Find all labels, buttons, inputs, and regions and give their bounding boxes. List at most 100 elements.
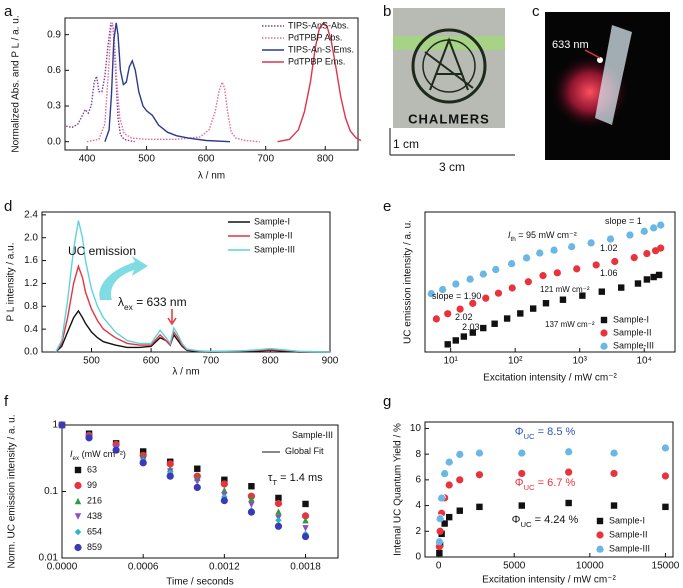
marker [606,234,615,244]
annotation-sub: UC [524,432,536,441]
marker [625,230,635,239]
legend-label: TIPS-An-S Ems. [288,44,354,54]
legend-label: PdTPBP Ems. [288,56,345,66]
x-tick-label: 700 [257,154,274,165]
x-tick-label: 800 [262,356,279,367]
y-tick-label: 0.6 [47,65,61,76]
y-tick-label: 2 [415,526,421,537]
marker [248,495,255,502]
panel-label: a [4,3,13,20]
annotation-text: = 4.24 % [532,514,579,526]
y-axis-label: P L intensity / a.u. [6,243,17,322]
marker [248,483,255,490]
marker [441,520,448,527]
marker [517,310,524,317]
x-tick-label: 10¹ [443,356,458,367]
y-tick-label: 8 [415,449,421,460]
marker [491,320,498,327]
annotation: ΦUC = 6.7 % [515,477,576,492]
annotation-text: slope = 1 [605,216,642,226]
marker [469,329,476,336]
annotation: slope = 1.90 [432,291,481,301]
legend-label: 63 [87,464,97,474]
annotation: τT = 1.4 ms [268,472,323,487]
x-tick-label: 10² [508,356,523,367]
legend-label: Sample-III [254,244,295,254]
marker [194,478,201,485]
marker [479,269,488,279]
panel-label: g [383,393,391,410]
marker [610,502,618,509]
marker [549,245,559,255]
marker [166,472,174,480]
annotation-text: = 1.4 ms [277,472,323,484]
x-tick-label: 15000 [652,561,680,572]
marker [535,248,544,258]
series-line [86,22,260,143]
y-tick-label: 6 [415,474,421,485]
marker [220,496,228,505]
legend-label: Sample-III [609,543,650,553]
marker [275,508,282,515]
marker [436,549,443,557]
annotation-text: (mW cm⁻²) [79,449,126,459]
marker [482,294,490,302]
marker [436,527,444,535]
marker [567,242,576,251]
annotation-text: 2.02 [455,312,473,322]
y-tick-label: 1.6 [24,255,38,266]
x-tick-label: 700 [202,356,219,367]
legend-label: 654 [87,526,102,536]
legend-label: 859 [87,542,102,552]
panel-label: e [383,198,391,215]
annotation-sub: th [511,236,517,243]
x-axis-label: λ / nm [198,171,225,182]
marker [275,494,282,502]
y-tick-label: 1.2 [24,278,38,289]
annotation-text: Φ [515,426,524,438]
marker [529,305,537,312]
legend-swatch [596,531,604,539]
marker [480,324,487,332]
legend-label: Sample-II [609,529,648,539]
marker [661,472,670,480]
cuvette [595,25,632,125]
y-tick-label: 1 [52,420,58,431]
marker [432,315,440,323]
annotation-text: I [508,230,511,240]
marker [85,434,93,442]
photo-label: 633 nm [552,39,589,51]
marker [166,460,174,468]
legend-swatch [74,481,82,490]
panel-label: d [4,198,12,215]
x-axis-label: Excitation intensity / mW cm⁻² [482,575,616,586]
marker [579,292,586,299]
x-axis-label: Time / seconds [166,577,233,588]
panel-label: f [4,393,9,410]
y-tick-label: 4 [415,500,421,511]
legend-label: Sample-I [254,216,290,226]
marker [598,288,605,295]
y-axis-label: Normalized Abs. and P L / a. u. [11,15,22,152]
marker [657,244,665,252]
series-line [104,22,231,143]
annotation: 2.03 [462,322,480,332]
marker [475,448,484,458]
annotation: 2.02 [455,312,473,322]
annotation: Iex (mW cm⁻²) [70,449,126,462]
arrow [584,49,601,59]
annotation-text: 1.06 [600,268,618,278]
marker [194,465,201,472]
marker [444,310,452,318]
marker [456,305,464,313]
x-tick-label: 400 [79,154,96,165]
emblem [411,28,487,104]
legend-label: 438 [87,511,102,521]
x-tick-label: 0.0000 [47,562,78,573]
marker [193,483,201,492]
marker [609,448,619,458]
marker [494,289,503,297]
marker [274,499,283,508]
marker [427,289,436,298]
marker [564,447,573,456]
